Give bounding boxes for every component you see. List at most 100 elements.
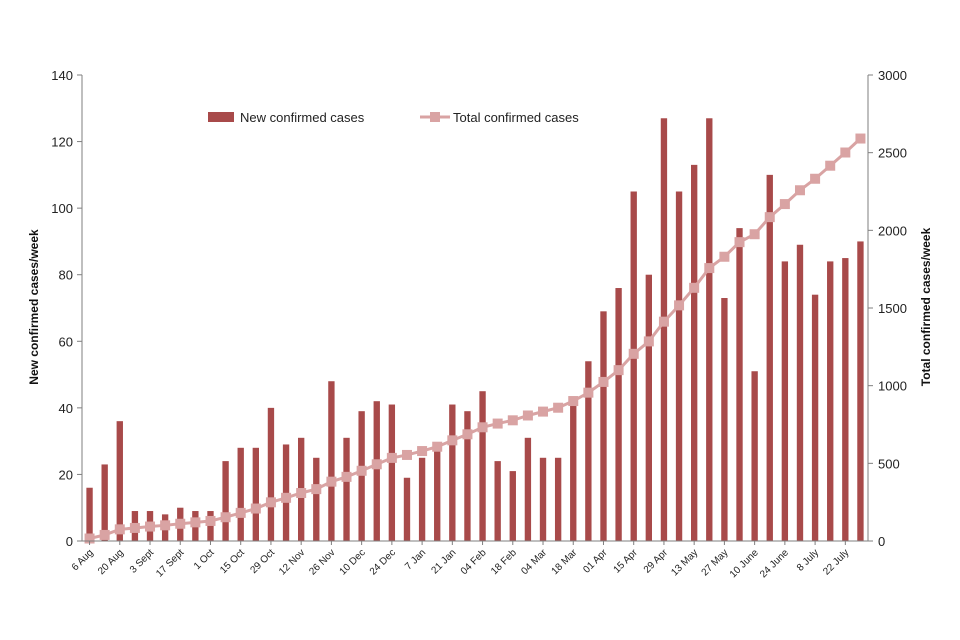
- bar: [645, 274, 652, 541]
- x-tick-label: 26 Nov: [307, 547, 337, 577]
- line-point: [583, 387, 594, 398]
- line-point: [553, 402, 564, 413]
- x-tick-label: 10 Dec: [338, 547, 368, 577]
- right-tick-label: 2000: [878, 223, 907, 238]
- bar: [781, 261, 789, 541]
- x-tick-label: 3 Sept: [128, 547, 156, 575]
- bar: [796, 244, 804, 541]
- line-point: [417, 446, 428, 457]
- line-point: [522, 410, 533, 421]
- tick-labels: 0 20 40 60 80 100 120 140 0 500 1000 1500 2000 2500 30…: [51, 68, 907, 580]
- bar: [358, 411, 365, 541]
- bar: [509, 471, 516, 541]
- bar: [827, 261, 834, 541]
- bar: [116, 421, 123, 541]
- line-point: [432, 441, 443, 452]
- line-point: [160, 520, 171, 531]
- line-point: [628, 348, 639, 359]
- bar: [237, 447, 244, 541]
- line-point: [749, 229, 760, 240]
- x-tick-label: 15 Apr: [612, 547, 641, 576]
- right-tick-label: 1500: [878, 301, 907, 316]
- bar: [464, 411, 471, 541]
- left-tick-label: 140: [51, 68, 73, 83]
- line-point: [296, 488, 307, 498]
- bar: [857, 241, 864, 541]
- line-point: [507, 415, 518, 426]
- bar: [539, 457, 547, 541]
- line-point: [810, 173, 821, 184]
- bar: [207, 511, 214, 541]
- line-point: [825, 160, 836, 171]
- line-point: [190, 517, 201, 528]
- x-tick-label: 22 July: [821, 547, 851, 577]
- x-tick-label: 8 July: [795, 547, 821, 573]
- line-point: [386, 452, 397, 463]
- line-point: [220, 512, 231, 523]
- line-point: [704, 263, 715, 274]
- bar: [554, 457, 562, 541]
- bar: [524, 437, 532, 541]
- left-tick-label: 120: [51, 135, 73, 150]
- axes: [81, 75, 869, 542]
- line-point: [265, 497, 276, 508]
- x-tick-label: 01 Apr: [581, 547, 610, 576]
- x-tick-label: 18 Mar: [550, 547, 580, 577]
- line-point: [794, 185, 805, 196]
- x-tick-label: 1 Oct: [192, 547, 217, 572]
- line-point: [175, 518, 186, 529]
- line-point: [613, 365, 624, 376]
- line-series: [84, 133, 866, 544]
- line-point: [492, 418, 503, 429]
- legend-bar-label: New confirmed cases: [240, 110, 365, 125]
- legend-bar-swatch: [208, 112, 234, 122]
- left-tick-label: 80: [59, 268, 73, 283]
- right-tick-label: 500: [878, 456, 900, 471]
- line-point: [114, 524, 125, 535]
- bar: [434, 447, 441, 541]
- bar: [313, 457, 320, 541]
- bar: [615, 288, 622, 541]
- line-point: [129, 522, 140, 533]
- left-tick-label: 0: [66, 534, 73, 549]
- bar: [842, 258, 849, 541]
- left-tick-label: 40: [59, 401, 73, 416]
- line-point: [356, 465, 367, 476]
- line-point: [326, 476, 337, 487]
- line-point: [341, 471, 352, 482]
- x-tick-label: 7 Jan: [403, 547, 428, 572]
- x-tick-label: 27 May: [700, 547, 731, 578]
- line-point: [447, 435, 458, 446]
- bar: [86, 487, 93, 541]
- legend: New confirmed cases Total confirmed case…: [208, 110, 579, 125]
- x-tick-label: 29 Apr: [642, 547, 671, 576]
- line-point: [719, 251, 730, 262]
- bar: [449, 404, 456, 541]
- bar: [675, 191, 683, 541]
- bar: [736, 228, 743, 542]
- bar: [252, 447, 259, 541]
- line-point: [371, 459, 382, 470]
- left-axis-title: New confirmed cases/week: [27, 229, 41, 385]
- bar-series: [86, 118, 864, 542]
- x-tick-label: 12 Nov: [277, 547, 307, 577]
- left-tick-label: 20: [59, 467, 73, 482]
- bar: [343, 437, 350, 541]
- line-point: [281, 492, 292, 503]
- line-point: [99, 529, 110, 540]
- x-tick-label: 24 June: [758, 547, 791, 580]
- right-tick-label: 3000: [878, 68, 907, 83]
- x-tick-label: 04 Feb: [459, 547, 489, 577]
- bar: [811, 294, 819, 541]
- bar: [101, 464, 108, 541]
- legend-line-label: Total confirmed cases: [453, 110, 579, 125]
- bar: [267, 407, 275, 541]
- line-point: [764, 212, 775, 223]
- x-tick-label: 24 Dec: [368, 547, 398, 577]
- bar: [570, 397, 577, 541]
- bar: [721, 298, 728, 541]
- line-point: [855, 133, 866, 144]
- x-tick-label: 29 Oct: [248, 547, 277, 576]
- line-point: [235, 507, 246, 518]
